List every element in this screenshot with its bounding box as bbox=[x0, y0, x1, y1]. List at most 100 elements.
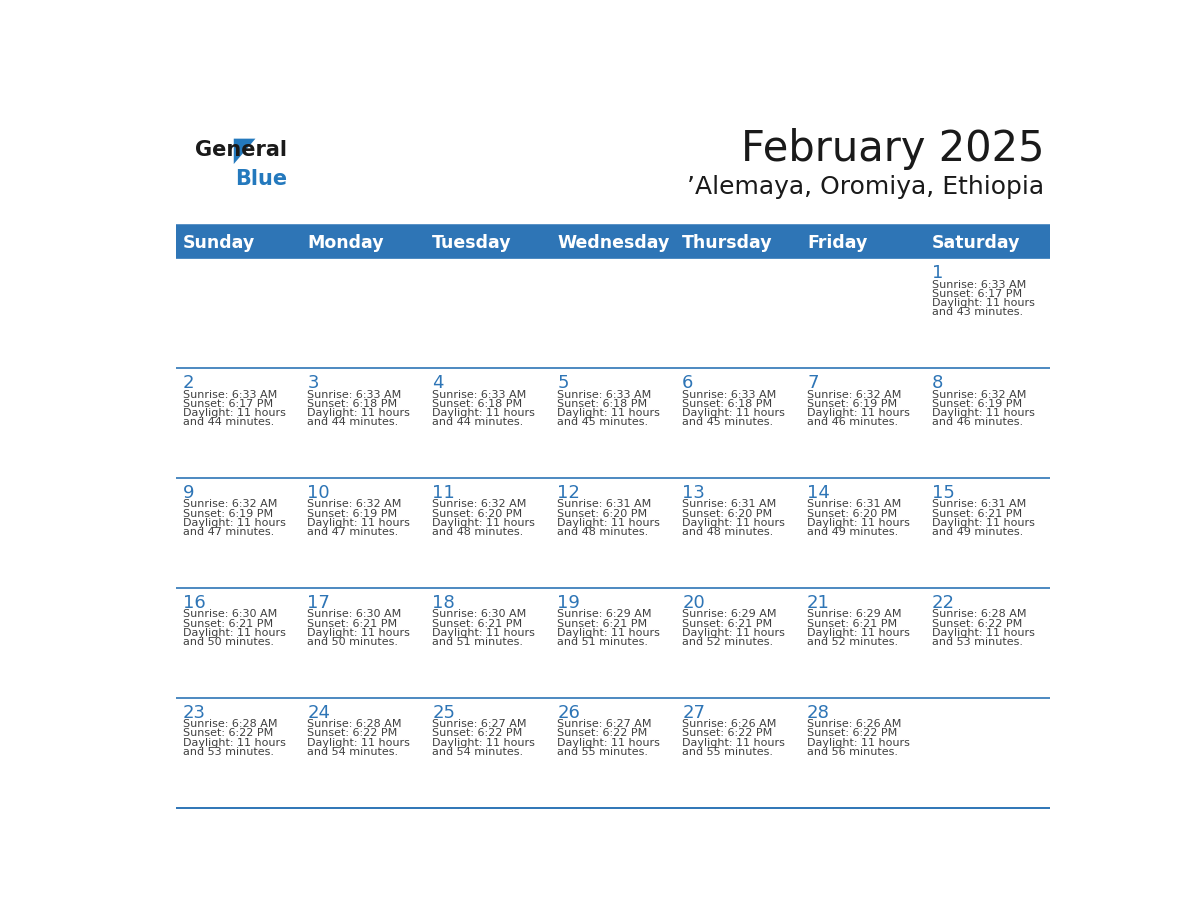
Text: and 53 minutes.: and 53 minutes. bbox=[931, 637, 1023, 646]
Text: Sunset: 6:21 PM: Sunset: 6:21 PM bbox=[931, 509, 1022, 519]
Polygon shape bbox=[800, 588, 925, 698]
Text: Daylight: 11 hours: Daylight: 11 hours bbox=[682, 518, 785, 528]
Text: Sunset: 6:22 PM: Sunset: 6:22 PM bbox=[308, 729, 398, 738]
Text: and 51 minutes.: and 51 minutes. bbox=[432, 637, 524, 646]
Polygon shape bbox=[800, 698, 925, 808]
Text: Daylight: 11 hours: Daylight: 11 hours bbox=[183, 628, 285, 638]
Text: Daylight: 11 hours: Daylight: 11 hours bbox=[931, 628, 1035, 638]
Text: Sunrise: 6:33 AM: Sunrise: 6:33 AM bbox=[931, 280, 1026, 289]
Text: 28: 28 bbox=[807, 704, 830, 722]
Text: and 50 minutes.: and 50 minutes. bbox=[183, 637, 273, 646]
Polygon shape bbox=[800, 478, 925, 588]
Polygon shape bbox=[301, 698, 425, 808]
Text: and 43 minutes.: and 43 minutes. bbox=[931, 307, 1023, 317]
Text: Sunset: 6:19 PM: Sunset: 6:19 PM bbox=[807, 398, 897, 409]
Text: Sunset: 6:20 PM: Sunset: 6:20 PM bbox=[682, 509, 772, 519]
Polygon shape bbox=[425, 588, 550, 698]
Text: 10: 10 bbox=[308, 484, 330, 502]
Text: Sunset: 6:19 PM: Sunset: 6:19 PM bbox=[931, 398, 1022, 409]
Text: Sunrise: 6:32 AM: Sunrise: 6:32 AM bbox=[807, 389, 902, 399]
Text: Sunrise: 6:30 AM: Sunrise: 6:30 AM bbox=[183, 610, 277, 620]
Text: 4: 4 bbox=[432, 375, 444, 392]
Text: 14: 14 bbox=[807, 484, 830, 502]
Text: General: General bbox=[195, 140, 287, 161]
Polygon shape bbox=[176, 258, 301, 368]
Polygon shape bbox=[925, 258, 1050, 368]
Text: Daylight: 11 hours: Daylight: 11 hours bbox=[308, 408, 410, 418]
Text: Monday: Monday bbox=[308, 233, 384, 252]
Text: Sunset: 6:20 PM: Sunset: 6:20 PM bbox=[432, 509, 523, 519]
Text: Daylight: 11 hours: Daylight: 11 hours bbox=[682, 628, 785, 638]
Text: and 53 minutes.: and 53 minutes. bbox=[183, 746, 273, 756]
Polygon shape bbox=[550, 258, 675, 368]
Text: Sunset: 6:21 PM: Sunset: 6:21 PM bbox=[432, 619, 523, 629]
Text: Sunset: 6:22 PM: Sunset: 6:22 PM bbox=[931, 619, 1022, 629]
Text: Sunset: 6:22 PM: Sunset: 6:22 PM bbox=[807, 729, 897, 738]
Text: Sunset: 6:17 PM: Sunset: 6:17 PM bbox=[183, 398, 273, 409]
Text: Sunset: 6:20 PM: Sunset: 6:20 PM bbox=[557, 509, 647, 519]
Text: Sunrise: 6:28 AM: Sunrise: 6:28 AM bbox=[308, 720, 402, 730]
Text: Sunrise: 6:33 AM: Sunrise: 6:33 AM bbox=[183, 389, 277, 399]
Text: Daylight: 11 hours: Daylight: 11 hours bbox=[807, 518, 910, 528]
Text: February 2025: February 2025 bbox=[741, 128, 1044, 170]
Text: 1: 1 bbox=[931, 264, 943, 282]
Text: 2: 2 bbox=[183, 375, 194, 392]
Text: 13: 13 bbox=[682, 484, 704, 502]
Text: Sunrise: 6:33 AM: Sunrise: 6:33 AM bbox=[682, 389, 777, 399]
Polygon shape bbox=[425, 368, 550, 478]
Text: Daylight: 11 hours: Daylight: 11 hours bbox=[183, 737, 285, 747]
Text: Blue: Blue bbox=[235, 170, 287, 189]
Text: Sunset: 6:20 PM: Sunset: 6:20 PM bbox=[807, 509, 897, 519]
Text: and 46 minutes.: and 46 minutes. bbox=[931, 417, 1023, 427]
Text: Sunrise: 6:30 AM: Sunrise: 6:30 AM bbox=[308, 610, 402, 620]
Text: 3: 3 bbox=[308, 375, 320, 392]
Polygon shape bbox=[550, 368, 675, 478]
Text: and 48 minutes.: and 48 minutes. bbox=[682, 527, 773, 537]
Polygon shape bbox=[800, 258, 925, 368]
Text: and 55 minutes.: and 55 minutes. bbox=[682, 746, 773, 756]
Text: 15: 15 bbox=[931, 484, 955, 502]
Polygon shape bbox=[425, 227, 550, 258]
Text: Sunrise: 6:26 AM: Sunrise: 6:26 AM bbox=[807, 720, 902, 730]
Text: 25: 25 bbox=[432, 704, 455, 722]
Polygon shape bbox=[675, 368, 800, 478]
Polygon shape bbox=[800, 368, 925, 478]
Text: Daylight: 11 hours: Daylight: 11 hours bbox=[432, 737, 536, 747]
Text: Thursday: Thursday bbox=[682, 233, 772, 252]
Polygon shape bbox=[550, 588, 675, 698]
Polygon shape bbox=[550, 478, 675, 588]
Text: and 47 minutes.: and 47 minutes. bbox=[183, 527, 274, 537]
Text: Daylight: 11 hours: Daylight: 11 hours bbox=[807, 628, 910, 638]
Text: and 54 minutes.: and 54 minutes. bbox=[308, 746, 399, 756]
Text: Daylight: 11 hours: Daylight: 11 hours bbox=[931, 297, 1035, 308]
Text: 11: 11 bbox=[432, 484, 455, 502]
Text: 8: 8 bbox=[931, 375, 943, 392]
Text: 12: 12 bbox=[557, 484, 580, 502]
Text: Sunrise: 6:31 AM: Sunrise: 6:31 AM bbox=[682, 499, 777, 509]
Text: Sunset: 6:18 PM: Sunset: 6:18 PM bbox=[308, 398, 398, 409]
Text: Sunset: 6:21 PM: Sunset: 6:21 PM bbox=[308, 619, 398, 629]
Polygon shape bbox=[800, 227, 925, 258]
Text: Daylight: 11 hours: Daylight: 11 hours bbox=[557, 408, 661, 418]
Text: Saturday: Saturday bbox=[931, 233, 1020, 252]
Text: and 45 minutes.: and 45 minutes. bbox=[557, 417, 649, 427]
Text: Daylight: 11 hours: Daylight: 11 hours bbox=[432, 518, 536, 528]
Text: Sunset: 6:22 PM: Sunset: 6:22 PM bbox=[432, 729, 523, 738]
Polygon shape bbox=[301, 478, 425, 588]
Polygon shape bbox=[675, 588, 800, 698]
Text: 7: 7 bbox=[807, 375, 819, 392]
Text: and 44 minutes.: and 44 minutes. bbox=[183, 417, 274, 427]
Polygon shape bbox=[550, 227, 675, 258]
Text: Daylight: 11 hours: Daylight: 11 hours bbox=[308, 628, 410, 638]
Polygon shape bbox=[176, 478, 301, 588]
Text: and 54 minutes.: and 54 minutes. bbox=[432, 746, 524, 756]
Text: 9: 9 bbox=[183, 484, 194, 502]
Text: Sunrise: 6:29 AM: Sunrise: 6:29 AM bbox=[682, 610, 777, 620]
Text: Daylight: 11 hours: Daylight: 11 hours bbox=[308, 518, 410, 528]
Polygon shape bbox=[925, 698, 1050, 808]
Text: Sunset: 6:21 PM: Sunset: 6:21 PM bbox=[183, 619, 273, 629]
Text: 18: 18 bbox=[432, 594, 455, 612]
Text: Sunrise: 6:33 AM: Sunrise: 6:33 AM bbox=[432, 389, 526, 399]
Text: and 56 minutes.: and 56 minutes. bbox=[807, 746, 898, 756]
Text: and 44 minutes.: and 44 minutes. bbox=[432, 417, 524, 427]
